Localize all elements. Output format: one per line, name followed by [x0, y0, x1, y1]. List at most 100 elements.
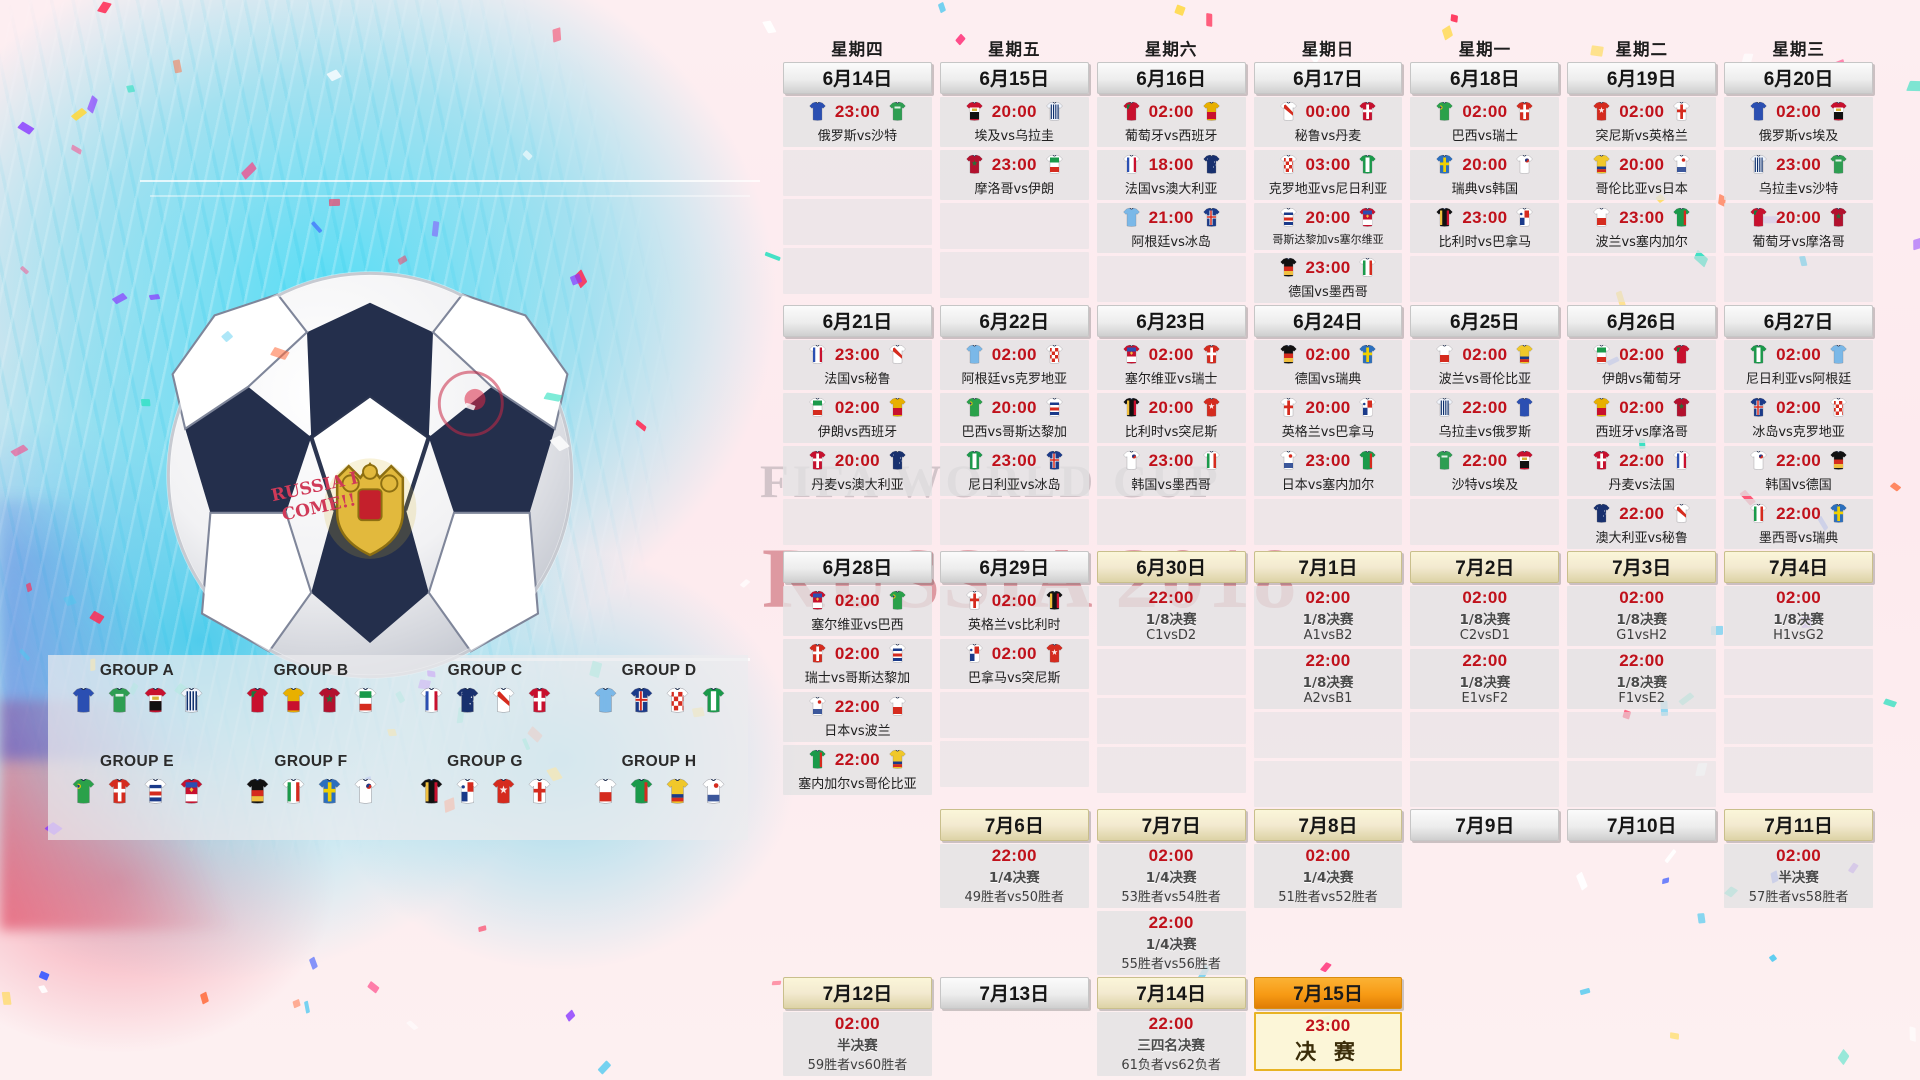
match-cell[interactable]: 23:00 摩洛哥vs伊朗 — [940, 150, 1089, 200]
match-cell[interactable]: 02:00 尼日利亚vs阿根廷 — [1724, 340, 1873, 390]
match-cell[interactable]: 20:00 比利时vs突尼斯 — [1097, 393, 1246, 443]
match-cell[interactable]: 22:00 1/8决赛 A2vsB1 — [1254, 649, 1403, 709]
date-cell[interactable]: 7月9日 — [1410, 809, 1559, 841]
match-cell[interactable]: 02:00 1/4决赛 51胜者vs52胜者 — [1254, 844, 1403, 908]
date-cell[interactable]: 7月10日 — [1567, 809, 1716, 841]
match-cell[interactable]: 23:00 比利时vs巴拿马 — [1410, 203, 1559, 253]
date-cell[interactable]: 6月17日 — [1254, 62, 1403, 94]
date-cell[interactable]: 7月1日 — [1254, 551, 1403, 583]
match-cell[interactable]: 22:00 1/4决赛 55胜者vs56胜者 — [1097, 911, 1246, 975]
date-cell[interactable]: 7月6日 — [940, 809, 1089, 841]
match-cell[interactable]: 03:00 克罗地亚vs尼日利亚 — [1254, 150, 1403, 200]
match-cell[interactable]: 02:00 1/4决赛 53胜者vs54胜者 — [1097, 844, 1246, 908]
match-cell[interactable]: 02:00 葡萄牙vs西班牙 — [1097, 97, 1246, 147]
match-cell[interactable]: 20:00 葡萄牙vs摩洛哥 — [1724, 203, 1873, 253]
match-cell[interactable]: 22:00 丹麦vs法国 — [1567, 446, 1716, 496]
match-cell[interactable]: 18:00 法国vs澳大利亚 — [1097, 150, 1246, 200]
match-cell[interactable]: 20:00 英格兰vs巴拿马 — [1254, 393, 1403, 443]
group-card-group-c[interactable]: GROUP C — [399, 658, 571, 747]
date-cell[interactable]: 7月12日 — [783, 977, 932, 1009]
match-cell[interactable]: 20:00 瑞典vs韩国 — [1410, 150, 1559, 200]
match-cell[interactable]: 22:00 澳大利亚vs秘鲁 — [1567, 499, 1716, 549]
match-cell[interactable]: 02:00 半决赛 57胜者vs58胜者 — [1724, 844, 1873, 908]
date-cell[interactable]: 7月11日 — [1724, 809, 1873, 841]
date-cell[interactable]: 6月14日 — [783, 62, 932, 94]
date-cell[interactable]: 6月26日 — [1567, 305, 1716, 337]
match-cell[interactable]: 02:00 塞尔维亚vs巴西 — [783, 586, 932, 636]
date-cell[interactable]: 7月7日 — [1097, 809, 1246, 841]
match-cell[interactable]: 02:00 瑞士vs哥斯达黎加 — [783, 639, 932, 689]
date-cell[interactable]: 6月27日 — [1724, 305, 1873, 337]
match-cell[interactable]: 22:00 1/8决赛 E1vsF2 — [1410, 649, 1559, 709]
date-cell[interactable]: 6月25日 — [1410, 305, 1559, 337]
match-cell[interactable]: 22:00 韩国vs德国 — [1724, 446, 1873, 496]
match-cell[interactable]: 20:00 埃及vs乌拉圭 — [940, 97, 1089, 147]
date-cell[interactable]: 6月18日 — [1410, 62, 1559, 94]
date-cell[interactable]: 6月15日 — [940, 62, 1089, 94]
match-cell[interactable]: 02:00 德国vs瑞典 — [1254, 340, 1403, 390]
match-cell[interactable]: 23:00 波兰vs塞内加尔 — [1567, 203, 1716, 253]
group-card-group-g[interactable]: GROUP G — [399, 749, 571, 838]
match-cell[interactable]: 22:00 墨西哥vs瑞典 — [1724, 499, 1873, 549]
date-cell[interactable]: 7月15日 — [1254, 977, 1403, 1009]
match-cell[interactable]: 02:00 波兰vs哥伦比亚 — [1410, 340, 1559, 390]
match-cell[interactable]: 22:00 1/8决赛 C1vsD2 — [1097, 586, 1246, 646]
date-cell[interactable]: 7月14日 — [1097, 977, 1246, 1009]
match-cell[interactable]: 02:00 西班牙vs摩洛哥 — [1567, 393, 1716, 443]
match-cell[interactable]: 02:00 俄罗斯vs埃及 — [1724, 97, 1873, 147]
date-cell[interactable]: 7月4日 — [1724, 551, 1873, 583]
match-cell[interactable]: 02:00 伊朗vs西班牙 — [783, 393, 932, 443]
group-card-group-a[interactable]: GROUP A — [51, 658, 223, 747]
match-cell[interactable]: 02:00 英格兰vs比利时 — [940, 586, 1089, 636]
date-cell[interactable]: 7月8日 — [1254, 809, 1403, 841]
match-cell[interactable]: 20:00 巴西vs哥斯达黎加 — [940, 393, 1089, 443]
group-card-group-e[interactable]: GROUP E — [51, 749, 223, 838]
match-cell[interactable]: 23:00 日本vs塞内加尔 — [1254, 446, 1403, 496]
match-cell[interactable]: 02:00 巴西vs瑞士 — [1410, 97, 1559, 147]
date-cell[interactable]: 6月28日 — [783, 551, 932, 583]
date-cell[interactable]: 6月22日 — [940, 305, 1089, 337]
match-cell[interactable]: 02:00 塞尔维亚vs瑞士 — [1097, 340, 1246, 390]
match-cell[interactable]: 23:00 德国vs墨西哥 — [1254, 253, 1403, 303]
match-cell[interactable]: 02:00 1/8决赛 C2vsD1 — [1410, 586, 1559, 646]
group-card-group-b[interactable]: GROUP B — [225, 658, 397, 747]
date-cell[interactable]: 6月24日 — [1254, 305, 1403, 337]
match-cell[interactable]: 22:00 塞内加尔vs哥伦比亚 — [783, 745, 932, 795]
match-cell[interactable]: 02:00 半决赛 59胜者vs60胜者 — [783, 1012, 932, 1076]
date-cell[interactable]: 6月30日 — [1097, 551, 1246, 583]
date-cell[interactable]: 6月23日 — [1097, 305, 1246, 337]
match-cell[interactable]: 20:00 哥斯达黎加vs塞尔维亚 — [1254, 203, 1403, 250]
match-cell[interactable]: 22:00 日本vs波兰 — [783, 692, 932, 742]
match-cell[interactable]: 22:00 三四名决赛 61负者vs62负者 — [1097, 1012, 1246, 1076]
group-card-group-h[interactable]: GROUP H — [573, 749, 745, 838]
match-cell[interactable]: 23:00 俄罗斯vs沙特 — [783, 97, 932, 147]
match-cell[interactable]: 21:00 阿根廷vs冰岛 — [1097, 203, 1246, 253]
match-cell[interactable]: 02:00 巴拿马vs突尼斯 — [940, 639, 1089, 689]
match-cell[interactable]: 23:00 决 赛 — [1254, 1012, 1403, 1071]
date-cell[interactable]: 6月29日 — [940, 551, 1089, 583]
match-cell[interactable]: 23:00 法国vs秘鲁 — [783, 340, 932, 390]
match-cell[interactable]: 02:00 1/8决赛 H1vsG2 — [1724, 586, 1873, 646]
date-cell[interactable]: 6月20日 — [1724, 62, 1873, 94]
match-cell[interactable]: 00:00 秘鲁vs丹麦 — [1254, 97, 1403, 147]
date-cell[interactable]: 6月21日 — [783, 305, 932, 337]
group-card-group-d[interactable]: GROUP D — [573, 658, 745, 747]
match-cell[interactable]: 22:00 沙特vs埃及 — [1410, 446, 1559, 496]
date-cell[interactable]: 6月19日 — [1567, 62, 1716, 94]
match-cell[interactable]: 02:00 1/8决赛 A1vsB2 — [1254, 586, 1403, 646]
match-cell[interactable]: 22:00 乌拉圭vs俄罗斯 — [1410, 393, 1559, 443]
match-cell[interactable]: 02:00 冰岛vs克罗地亚 — [1724, 393, 1873, 443]
date-cell[interactable]: 7月3日 — [1567, 551, 1716, 583]
match-cell[interactable]: 20:00 哥伦比亚vs日本 — [1567, 150, 1716, 200]
date-cell[interactable]: 7月13日 — [940, 977, 1089, 1009]
match-cell[interactable]: 23:00 乌拉圭vs沙特 — [1724, 150, 1873, 200]
match-cell[interactable]: 22:00 1/8决赛 F1vsE2 — [1567, 649, 1716, 709]
match-cell[interactable]: 02:00 突尼斯vs英格兰 — [1567, 97, 1716, 147]
group-card-group-f[interactable]: GROUP F — [225, 749, 397, 838]
match-cell[interactable]: 20:00 丹麦vs澳大利亚 — [783, 446, 932, 496]
date-cell[interactable]: 6月16日 — [1097, 62, 1246, 94]
date-cell[interactable]: 7月2日 — [1410, 551, 1559, 583]
match-cell[interactable]: 22:00 1/4决赛 49胜者vs50胜者 — [940, 844, 1089, 908]
match-cell[interactable]: 23:00 尼日利亚vs冰岛 — [940, 446, 1089, 496]
match-cell[interactable]: 23:00 韩国vs墨西哥 — [1097, 446, 1246, 496]
